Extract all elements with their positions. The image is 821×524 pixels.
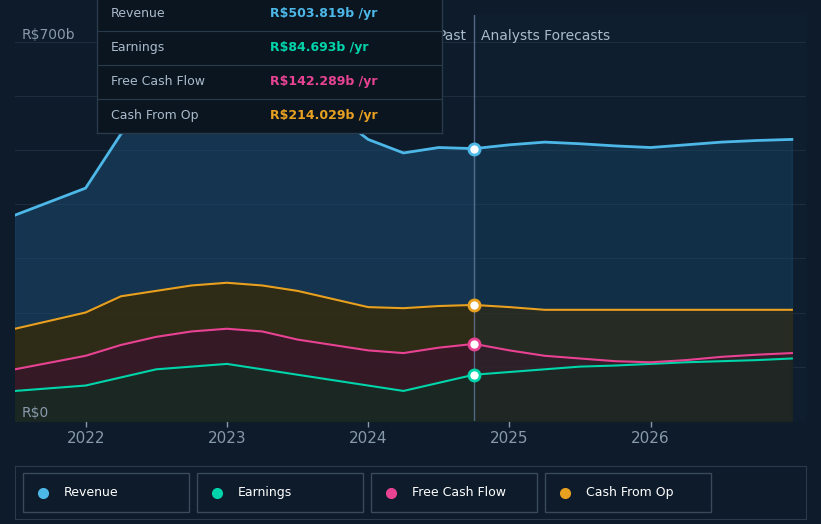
Text: R$700b: R$700b: [22, 28, 76, 42]
Text: R$142.289b /yr: R$142.289b /yr: [269, 75, 377, 88]
Text: Free Cash Flow: Free Cash Flow: [111, 75, 205, 88]
FancyBboxPatch shape: [23, 473, 189, 512]
FancyBboxPatch shape: [545, 473, 711, 512]
FancyBboxPatch shape: [197, 473, 363, 512]
Text: R$84.693b /yr: R$84.693b /yr: [269, 41, 368, 54]
Text: R$214.029b /yr: R$214.029b /yr: [269, 109, 377, 122]
Text: Revenue: Revenue: [111, 7, 166, 20]
Text: Earnings: Earnings: [238, 486, 292, 499]
FancyBboxPatch shape: [371, 473, 537, 512]
Text: Cash From Op: Cash From Op: [586, 486, 673, 499]
Text: Free Cash Flow: Free Cash Flow: [412, 486, 506, 499]
Text: Past: Past: [438, 28, 467, 42]
Bar: [474, 15, 806, 421]
Text: R$0: R$0: [22, 406, 49, 420]
Text: R$503.819b /yr: R$503.819b /yr: [269, 7, 377, 20]
Text: Revenue: Revenue: [64, 486, 119, 499]
Text: Analysts Forecasts: Analysts Forecasts: [481, 28, 610, 42]
Text: Earnings: Earnings: [111, 41, 165, 54]
Text: Cash From Op: Cash From Op: [111, 109, 199, 122]
